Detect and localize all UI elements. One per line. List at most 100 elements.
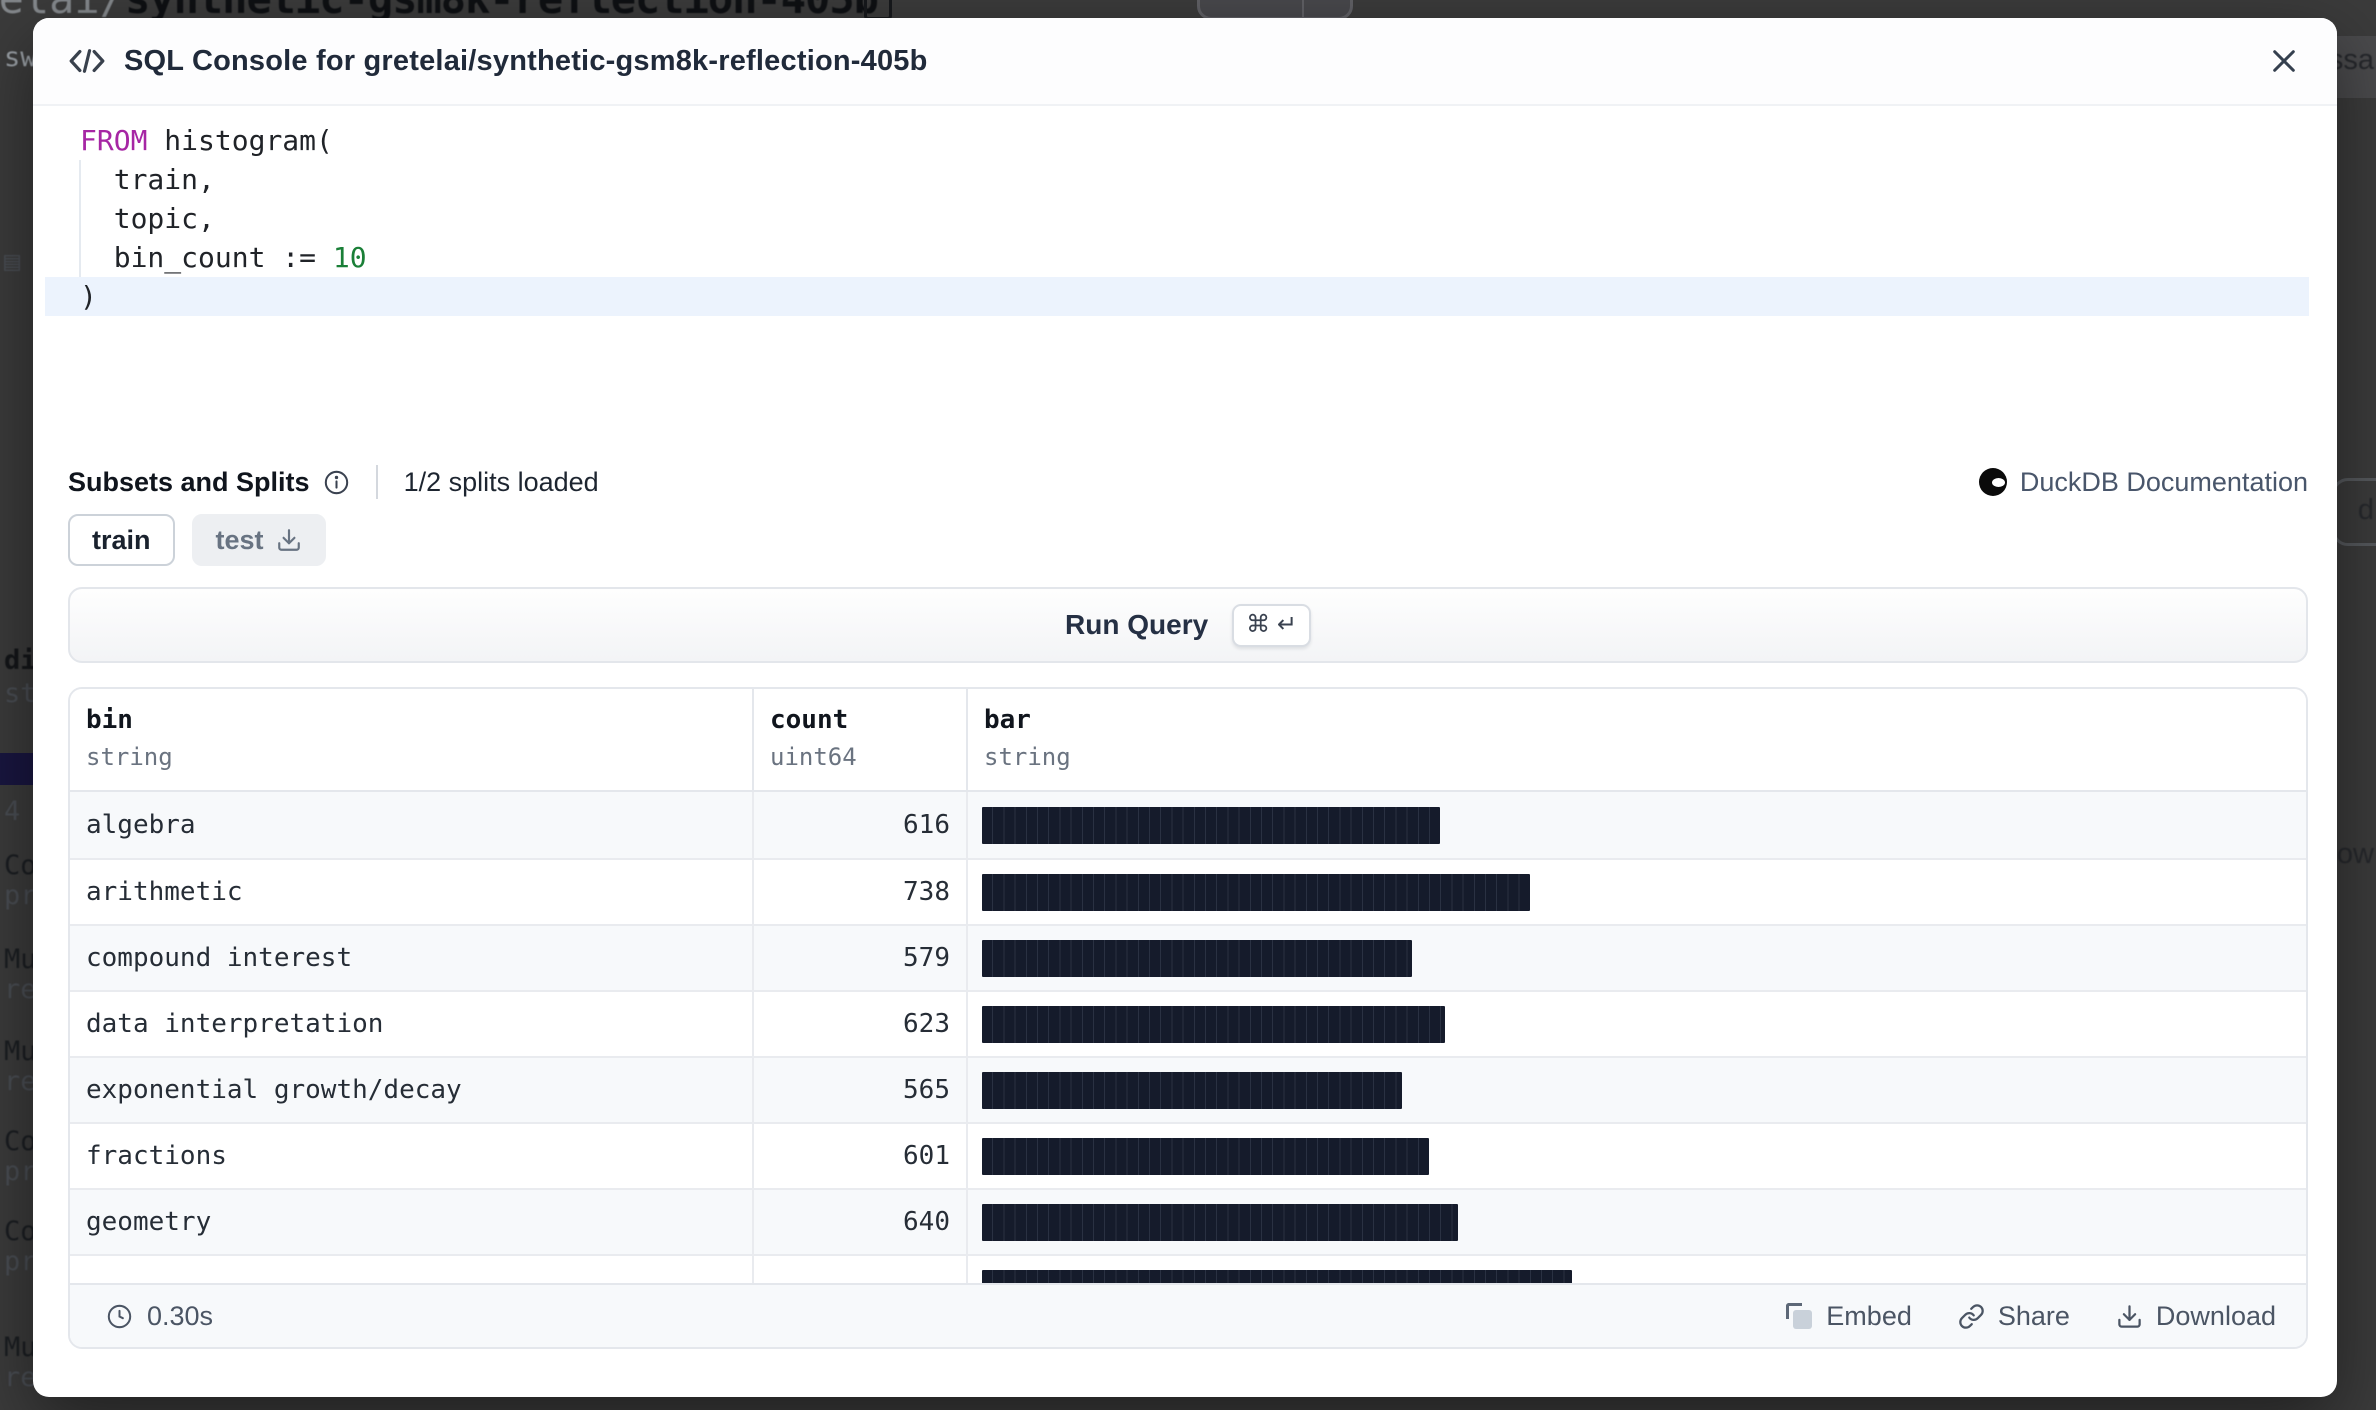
duckdb-docs-link[interactable]: DuckDB Documentation xyxy=(1978,466,2308,498)
column-name: count xyxy=(770,705,849,735)
code-line: topic, xyxy=(45,199,2309,238)
bin-cell: arithmetic xyxy=(86,877,243,907)
footer-actions: Embed Share xyxy=(1786,1301,2276,1332)
histogram-bar xyxy=(982,873,1530,911)
count-cell: 640 xyxy=(752,1190,966,1254)
split-tabs: train test xyxy=(68,514,326,566)
run-query-label: Run Query xyxy=(1065,609,1209,640)
bin-cell: geometry xyxy=(86,1207,212,1237)
copy-icon xyxy=(864,0,892,20)
active-code-line: ) xyxy=(45,277,2309,316)
query-time-value: 0.30s xyxy=(147,1300,214,1331)
download-icon xyxy=(277,529,300,551)
keyboard-shortcut-badge: ⌘ ↵ xyxy=(1232,603,1311,647)
histogram-bar xyxy=(982,1071,1402,1109)
code-line: train, xyxy=(45,160,2309,199)
column-header-count: count uint64 xyxy=(752,689,966,790)
count-cell: 565 xyxy=(752,1058,966,1122)
column-type: uint64 xyxy=(770,743,857,771)
column-name: bar xyxy=(984,705,1031,735)
clock-icon xyxy=(107,1304,132,1328)
code-line: bin_count := 10 xyxy=(45,238,2309,277)
count-cell xyxy=(752,1256,966,1283)
code-token: 10 xyxy=(332,241,367,274)
selected-row-fragment xyxy=(0,753,37,785)
duckdb-docs-label: DuckDB Documentation xyxy=(2019,466,2308,497)
histogram-bar xyxy=(982,939,1412,977)
code-token: histogram( xyxy=(147,124,333,157)
bar-cell xyxy=(966,792,2306,858)
code-token: topic, xyxy=(80,202,215,235)
table-row: compound interest 579 xyxy=(70,924,2306,990)
split-tab-label: train xyxy=(92,524,151,555)
histogram-bar xyxy=(982,1137,1429,1175)
code-token: train, xyxy=(80,163,215,196)
bin-cell: fractions xyxy=(86,1141,227,1171)
info-icon[interactable] xyxy=(323,469,350,496)
results-scroll-area[interactable]: bin string count uint64 bar string algeb… xyxy=(70,689,2306,1283)
bar-cell xyxy=(966,1190,2306,1254)
download-label: Download xyxy=(2155,1300,2276,1331)
subsets-heading: Subsets and Splits xyxy=(68,466,310,497)
column-type: string xyxy=(984,743,1071,771)
split-tab-test[interactable]: test xyxy=(191,514,326,566)
count-cell: 738 xyxy=(752,860,966,924)
query-time: 0.30s xyxy=(106,1301,213,1332)
bar-cell xyxy=(966,992,2306,1056)
background-text-fragment: sw xyxy=(4,42,37,73)
background-dataset-title: etelai/synthetic-gsm8k-reflection-405b xyxy=(0,0,879,23)
indent-guide xyxy=(79,160,81,277)
column-header-bar: bar string xyxy=(966,689,2306,790)
table-row xyxy=(70,1254,2306,1283)
subsets-row: Subsets and Splits 1/2 splits loaded Duc… xyxy=(68,458,2308,506)
splits-loaded-status: 1/2 splits loaded xyxy=(403,466,599,497)
table-row: fractions 601 xyxy=(70,1122,2306,1188)
dataset-name-fragment: synthetic-gsm8k-reflection-405b xyxy=(125,0,879,23)
count-cell: 601 xyxy=(752,1124,966,1188)
code-icon xyxy=(69,49,105,73)
embed-button[interactable]: Embed xyxy=(1786,1301,1912,1332)
split-tab-train[interactable]: train xyxy=(68,514,175,566)
count-cell: 579 xyxy=(752,926,966,990)
share-button[interactable]: Share xyxy=(1958,1301,2070,1332)
column-header-bin: bin string xyxy=(70,689,752,790)
duckdb-logo-icon xyxy=(1978,468,2007,496)
bin-cell: compound interest xyxy=(86,943,353,973)
background-header-band xyxy=(2337,36,2376,98)
close-button[interactable] xyxy=(2261,38,2307,84)
bin-cell: algebra xyxy=(86,810,196,840)
divider xyxy=(375,465,378,499)
histogram-bar xyxy=(982,1005,1445,1043)
results-card: bin string count uint64 bar string algeb… xyxy=(68,687,2308,1349)
sql-editor[interactable]: FROM histogram( train, topic, bin_count … xyxy=(45,106,2309,316)
modal-title: SQL Console for gretelai/synthetic-gsm8k… xyxy=(124,44,928,77)
code-token: FROM xyxy=(80,124,148,157)
count-cell: 623 xyxy=(752,992,966,1056)
code-token: bin_count := xyxy=(80,241,333,274)
dataset-owner-fragment: etelai/ xyxy=(0,0,125,23)
run-query-button[interactable]: Run Query ⌘ ↵ xyxy=(68,587,2308,663)
share-label: Share xyxy=(1997,1300,2070,1331)
count-cell: 616 xyxy=(752,792,966,858)
bar-cell xyxy=(966,1124,2306,1188)
like-button-fragment xyxy=(1197,0,1353,20)
download-button[interactable]: Download xyxy=(2116,1301,2276,1332)
column-name: bin xyxy=(86,705,133,735)
embed-icon xyxy=(1786,1302,1813,1330)
bin-cell: exponential growth/decay xyxy=(86,1075,462,1105)
results-footer: 0.30s Embed Share xyxy=(70,1283,2306,1347)
table-header: bin string count uint64 bar string xyxy=(70,689,2306,792)
bar-cell xyxy=(966,860,2306,924)
modal-header: SQL Console for gretelai/synthetic-gsm8k… xyxy=(33,18,2337,106)
bin-cell xyxy=(70,1256,752,1283)
share-link-icon xyxy=(1959,1303,1984,1329)
table-row: geometry 640 xyxy=(70,1188,2306,1254)
table-row: data interpretation 623 xyxy=(70,990,2306,1056)
bin-cell: data interpretation xyxy=(86,1009,384,1039)
histogram-bar xyxy=(982,806,1440,844)
bar-cell xyxy=(966,1058,2306,1122)
table-row: exponential growth/decay 565 xyxy=(70,1056,2306,1122)
code-token: ) xyxy=(80,280,97,313)
download-icon xyxy=(2118,1304,2141,1328)
